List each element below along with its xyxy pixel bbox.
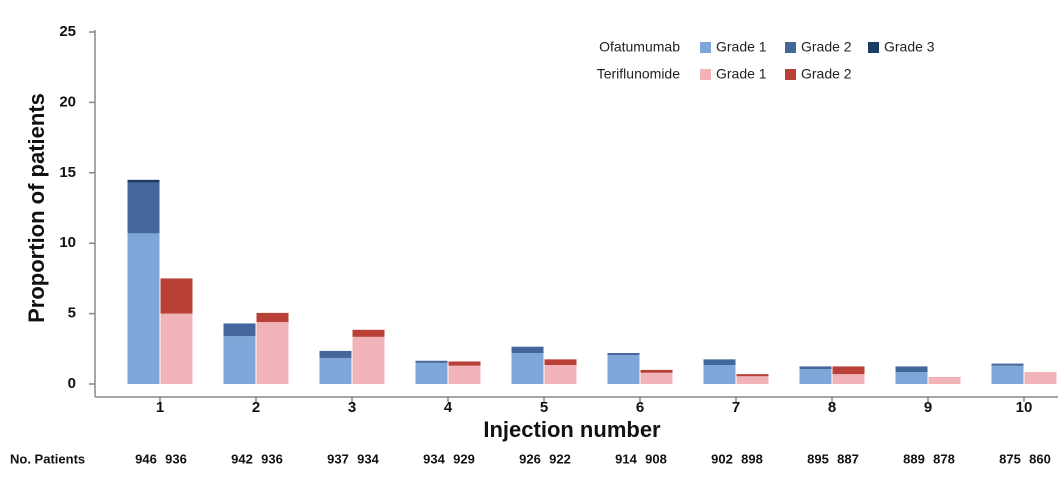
- bar-segment: [895, 372, 928, 384]
- bar-segment: [223, 336, 256, 384]
- bar-segment: [511, 353, 544, 384]
- y-tick-label: 0: [68, 375, 76, 392]
- y-tick-label: 10: [59, 234, 76, 251]
- patients-count: 908: [645, 451, 667, 466]
- patients-count: 889: [903, 451, 925, 466]
- patients-count: 934: [357, 451, 379, 466]
- bar-segment: [544, 364, 577, 384]
- bar-segment: [736, 374, 769, 377]
- bar-segment: [640, 369, 673, 373]
- bar-segment: [703, 359, 736, 365]
- bar-segment: [991, 365, 1024, 384]
- patients-count: 914: [615, 451, 637, 466]
- bar-segment: [256, 322, 289, 384]
- bar-segment: [223, 323, 256, 337]
- bar-segment: [799, 366, 832, 370]
- x-tick-label: 9: [924, 399, 932, 416]
- y-tick-label: 25: [59, 23, 76, 40]
- legend-swatch: [868, 42, 879, 53]
- legend-label: Grade 3: [884, 39, 935, 55]
- x-tick-label: 6: [636, 399, 644, 416]
- bar-segment: [607, 353, 640, 356]
- patients-count: 898: [741, 451, 763, 466]
- legend-swatch: [785, 42, 796, 53]
- legend-label: Grade 2: [801, 39, 852, 55]
- bar-segment: [448, 365, 481, 384]
- patients-count: 929: [453, 451, 475, 466]
- bar-segment: [319, 350, 352, 358]
- x-tick-label: 3: [348, 399, 356, 416]
- bar-segment: [544, 359, 577, 365]
- bar-segment: [448, 361, 481, 366]
- patients-count: 860: [1029, 451, 1051, 466]
- patients-count: 887: [837, 451, 859, 466]
- bar-segment: [127, 179, 160, 183]
- x-tick-label: 5: [540, 399, 548, 416]
- bar-segment: [127, 233, 160, 384]
- bar-segment: [895, 366, 928, 373]
- bar-segment: [736, 376, 769, 384]
- patients-count: 926: [519, 451, 541, 466]
- y-tick-label: 20: [59, 93, 76, 110]
- bar-segment: [415, 360, 448, 363]
- legend-swatch: [785, 69, 796, 80]
- x-tick-label: 10: [1016, 399, 1033, 416]
- patients-count: 875: [999, 451, 1021, 466]
- bar-segment: [640, 372, 673, 384]
- patients-count: 946: [135, 451, 157, 466]
- legend-group-label: Teriflunomide: [597, 66, 680, 82]
- legend-swatch: [700, 42, 711, 53]
- legend-label: Grade 2: [801, 66, 852, 82]
- patients-count: 934: [423, 451, 445, 466]
- bar-segment: [256, 312, 289, 323]
- bar-segment: [832, 366, 865, 375]
- y-axis-title: Proportion of patients: [24, 93, 49, 323]
- legend-label: Grade 1: [716, 39, 767, 55]
- bar-segment: [703, 364, 736, 384]
- patients-count: 895: [807, 451, 829, 466]
- patients-count: 936: [261, 451, 283, 466]
- bar-segment: [607, 355, 640, 384]
- legend-label: Grade 1: [716, 66, 767, 82]
- patients-count: 922: [549, 451, 571, 466]
- x-tick-label: 7: [732, 399, 740, 416]
- patients-count: 942: [231, 451, 253, 466]
- bar-segment: [799, 369, 832, 384]
- x-tick-label: 1: [156, 399, 164, 416]
- bar-segment: [352, 336, 385, 384]
- bar-segment: [127, 182, 160, 234]
- legend-group-label: Ofatumumab: [599, 39, 680, 55]
- x-tick-label: 4: [444, 399, 453, 416]
- bar-segment: [160, 313, 193, 384]
- patients-count: 878: [933, 451, 955, 466]
- bar-segment: [991, 363, 1024, 366]
- patients-count: 937: [327, 451, 349, 466]
- y-tick-label: 15: [59, 164, 76, 181]
- bar-segment: [832, 374, 865, 384]
- x-tick-label: 8: [828, 399, 836, 416]
- patients-count: 902: [711, 451, 733, 466]
- y-tick-label: 5: [68, 305, 76, 322]
- bar-segment: [415, 362, 448, 384]
- bar-segment: [1024, 372, 1057, 384]
- x-tick-label: 2: [252, 399, 260, 416]
- patients-count: 936: [165, 451, 187, 466]
- x-axis-title: Injection number: [483, 417, 661, 442]
- bar-segment: [928, 376, 961, 384]
- bar-segment: [511, 346, 544, 354]
- bar-segment: [160, 278, 193, 314]
- patients-label: No. Patients: [10, 451, 85, 466]
- bar-segment: [352, 329, 385, 337]
- legend-swatch: [700, 69, 711, 80]
- bar-segment: [319, 357, 352, 384]
